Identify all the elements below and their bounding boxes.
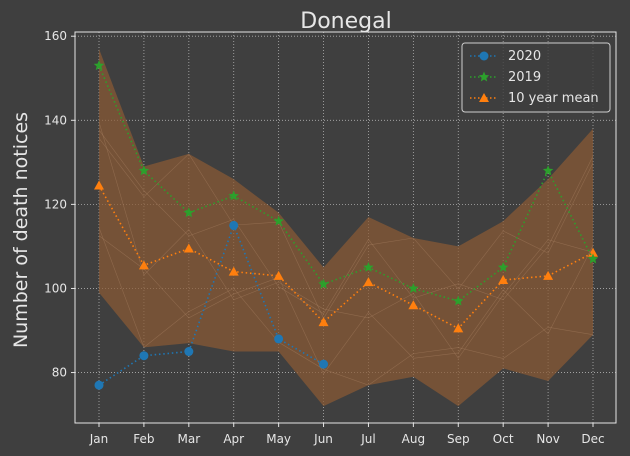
x-tick-label: Aug: [402, 432, 425, 446]
point-2019-oct: [497, 261, 509, 272]
x-tick-label: Jun: [313, 432, 333, 446]
y-axis: 80 100 120 140 160: [44, 29, 75, 380]
legend-label-2020: 2020: [508, 49, 541, 64]
y-tick-label: 120: [44, 197, 67, 211]
point-2019-may: [273, 215, 284, 226]
y-tick-label: 80: [52, 366, 67, 380]
point-10-year-mean-sep: [453, 323, 464, 333]
range-band-year-line: [98, 138, 594, 319]
legend-marker-2019: [478, 71, 490, 82]
chart-title: Donegal: [300, 9, 391, 34]
series-group: [93, 60, 599, 390]
y-axis-label: Number of death notices: [10, 112, 32, 348]
x-tick-label: Mar: [177, 432, 200, 446]
plot-frame: [74, 31, 617, 424]
x-tick-label: Apr: [223, 432, 244, 446]
legend-marker-shape: [479, 93, 489, 102]
legend: 2020 2019 10 year mean: [461, 42, 611, 113]
legend-label-2019: 2019: [508, 70, 541, 85]
point-2020-jun: [319, 359, 329, 369]
point-10-year-mean-mar: [183, 243, 194, 253]
legend-marker-10-year-mean: [479, 93, 489, 102]
x-tick-label: May: [266, 432, 291, 446]
point-2019-mar: [183, 207, 195, 218]
range-band-year-line: [98, 227, 594, 386]
legend-marker-shape: [478, 71, 490, 82]
legend-marker-shape: [479, 51, 489, 61]
point-2019-dec: [587, 253, 599, 264]
range-band: [98, 48, 594, 407]
x-tick-label: Jan: [89, 432, 109, 446]
x-tick-label: Oct: [493, 432, 514, 446]
legend-marker-2020: [479, 51, 489, 61]
x-tick-label: Dec: [581, 432, 604, 446]
point-2019-jun: [318, 278, 329, 289]
x-tick-label: Nov: [536, 432, 559, 446]
point-2020-may: [274, 334, 284, 344]
x-tick-label: Jul: [360, 432, 375, 446]
point-2019-jul: [363, 261, 374, 272]
series-2020: [94, 220, 329, 390]
point-10-year-mean-jun: [318, 317, 329, 327]
range-band-year-line: [98, 129, 594, 315]
x-tick-label: Sep: [447, 432, 470, 446]
point-2020-jan: [94, 380, 104, 390]
y-tick-label: 160: [44, 29, 67, 43]
point-10-year-mean-aug: [408, 300, 419, 310]
y-tick-label: 140: [44, 113, 67, 127]
series-10-year-mean: [94, 180, 598, 333]
x-tick-label: Feb: [133, 432, 154, 446]
point-10-year-mean-apr: [228, 266, 239, 276]
point-10-year-mean-oct: [498, 275, 509, 285]
point-10-year-mean-jul: [363, 277, 374, 287]
point-2020-mar: [184, 347, 194, 357]
legend-box: [461, 42, 611, 113]
point-2020-feb: [139, 351, 149, 361]
range-band-year-line: [98, 121, 594, 359]
point-2019-feb: [138, 165, 150, 176]
point-10-year-mean-may: [273, 270, 284, 280]
legend-label-10-year-mean: 10 year mean: [508, 91, 599, 106]
series-line-10-year-mean: [98, 185, 594, 330]
point-2019-nov: [542, 165, 554, 176]
point-2019-apr: [228, 190, 239, 201]
point-2019-sep: [453, 295, 464, 306]
point-10-year-mean-jan: [94, 180, 104, 190]
series-2019: [93, 60, 599, 306]
point-2019-jan: [93, 60, 105, 71]
point-2019-aug: [408, 282, 419, 293]
point-10-year-mean-nov: [543, 270, 554, 280]
point-2020-apr: [229, 220, 239, 230]
range-band-year-line: [98, 235, 594, 375]
y-tick-label: 100: [44, 281, 67, 295]
range-band-area: [99, 48, 593, 407]
x-axis: Jan Feb Mar Apr May Jun Jul Aug Sep Oct Nov Dec: [89, 423, 605, 446]
point-10-year-mean-feb: [138, 260, 149, 270]
